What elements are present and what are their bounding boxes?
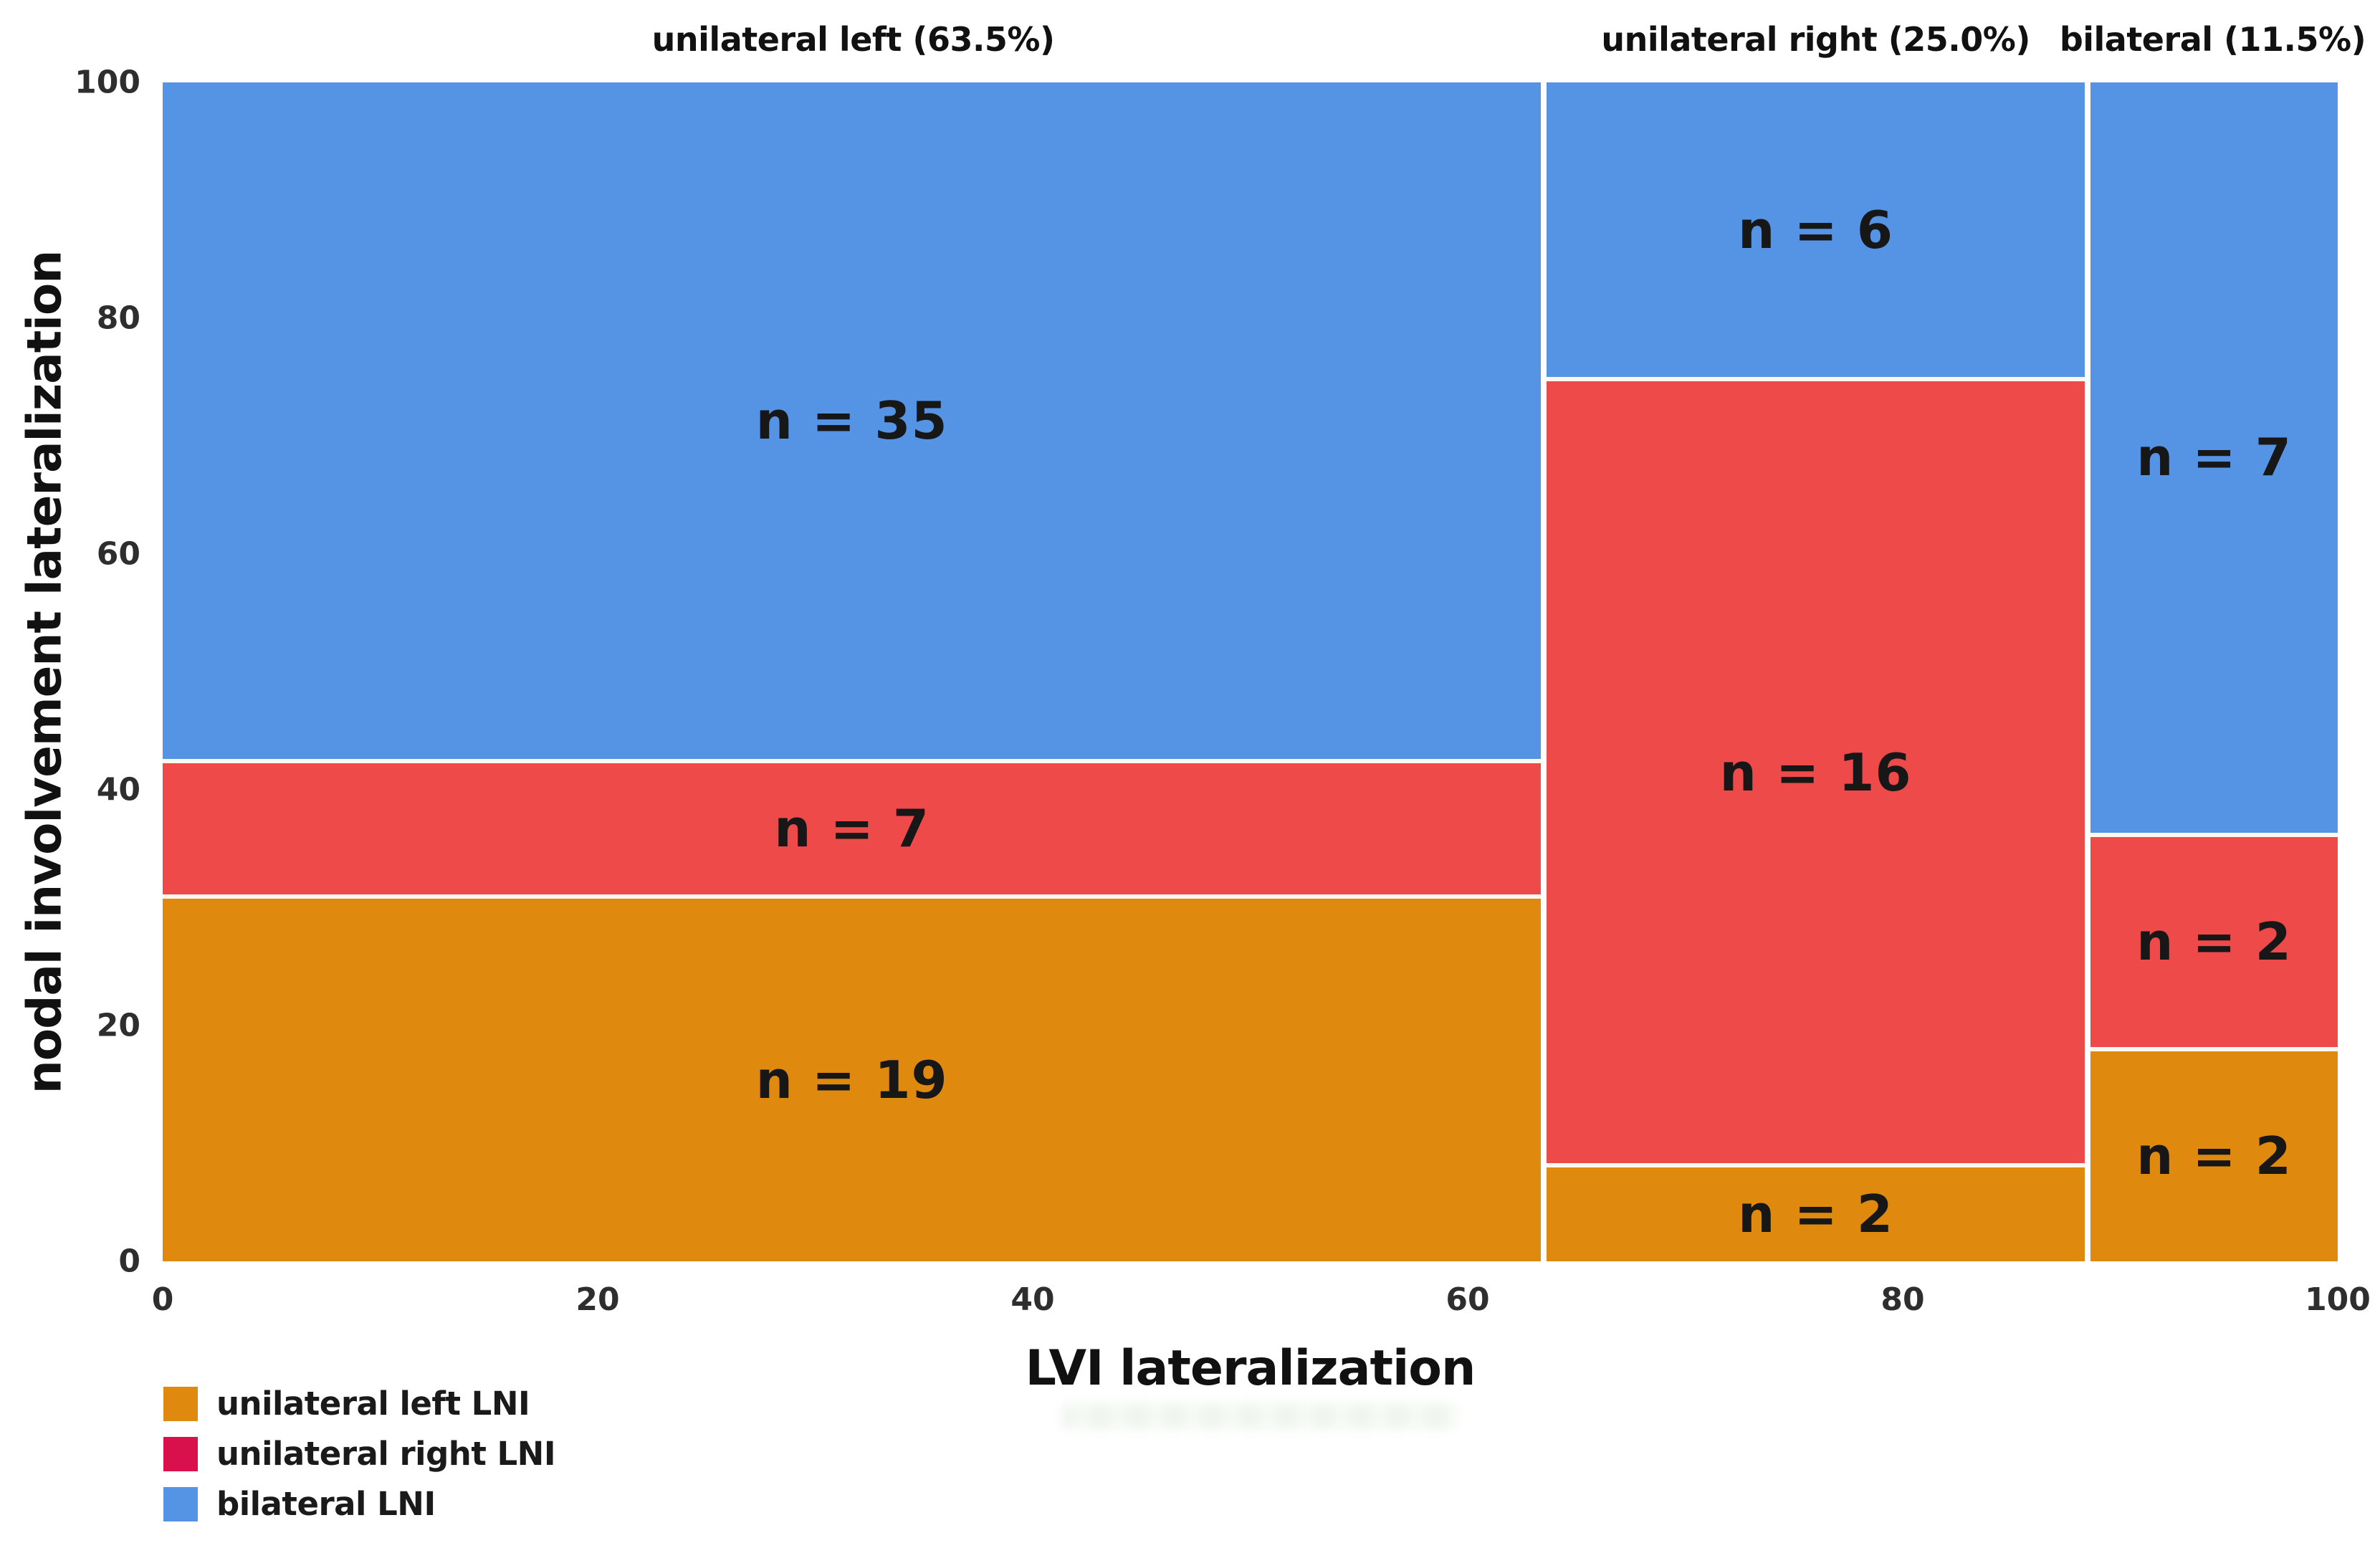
x-tick-40: 40	[1010, 1281, 1055, 1318]
legend-item-bilateral-LNI: bilateral LNI	[163, 1485, 555, 1523]
column-header-unilateral-left: unilateral left (63.5%)	[651, 20, 1055, 59]
y-axis-title: nodal involvement lateralization	[16, 250, 72, 1094]
y-tick-0: 0	[118, 1243, 140, 1280]
segment-unilateral-left-LNI: n = 19	[163, 894, 1542, 1261]
segment-count-label: n = 2	[2136, 912, 2292, 973]
column-header-bilateral: bilateral (11.5%)	[2059, 20, 2366, 59]
legend-label: unilateral left LNI	[216, 1385, 530, 1423]
segment-count-label: n = 7	[2136, 427, 2292, 488]
legend-label: unilateral right LNI	[216, 1435, 556, 1473]
x-tick-20: 20	[575, 1281, 620, 1318]
x-tick-80: 80	[1880, 1281, 1925, 1318]
legend-label: bilateral LNI	[216, 1485, 436, 1523]
x-tick-0: 0	[151, 1281, 174, 1318]
y-tick-20: 20	[96, 1007, 140, 1044]
segment-unilateral-left-LNI: n = 2	[2090, 1046, 2338, 1261]
y-tick-60: 60	[96, 535, 140, 573]
segment-bilateral-LNI: n = 35	[163, 82, 1542, 759]
segment-count-label: n = 6	[1738, 199, 1893, 260]
segment-count-label: n = 19	[755, 1049, 948, 1110]
segment-count-label: n = 2	[2136, 1126, 2292, 1187]
legend-swatch-icon	[163, 1436, 198, 1471]
segment-unilateral-right-LNI: n = 7	[163, 758, 1542, 894]
x-tick-100: 100	[2305, 1281, 2371, 1318]
mosaic-column-unilateral-right: n = 6 n = 16 n = 2	[1547, 82, 2085, 1261]
legend: unilateral left LNI unilateral right LNI b…	[163, 1385, 556, 1535]
segment-unilateral-left-LNI: n = 2	[1547, 1162, 2085, 1261]
segment-bilateral-LNI: n = 6	[1547, 82, 2085, 378]
y-tick-40: 40	[96, 771, 140, 808]
x-tick-60: 60	[1445, 1281, 1490, 1318]
segment-count-label: n = 7	[774, 798, 930, 859]
segment-count-label: n = 2	[1738, 1184, 1893, 1245]
segment-unilateral-right-LNI: n = 16	[1547, 377, 2085, 1163]
legend-item-unilateral-left-LNI: unilateral left LNI	[163, 1385, 555, 1423]
mosaic-column-unilateral-left: n = 35 n = 7 n = 19	[163, 82, 1542, 1261]
y-tick-80: 80	[96, 300, 140, 337]
segment-count-label: n = 35	[755, 390, 948, 451]
column-header-unilateral-right: unilateral right (25.0%)	[1601, 20, 2030, 59]
legend-swatch-icon	[163, 1386, 198, 1421]
legend-item-unilateral-right-LNI: unilateral right LNI	[163, 1435, 556, 1473]
faded-watermark-text	[1062, 1403, 1458, 1429]
x-axis-title: LVI lateralization	[1025, 1340, 1476, 1397]
y-tick-100: 100	[75, 64, 140, 101]
mosaic-column-bilateral: n = 7 n = 2 n = 2	[2090, 82, 2338, 1261]
segment-bilateral-LNI: n = 7	[2090, 82, 2338, 833]
legend-swatch-icon	[163, 1486, 198, 1521]
segment-count-label: n = 16	[1719, 742, 1912, 803]
segment-unilateral-right-LNI: n = 2	[2090, 832, 2338, 1047]
